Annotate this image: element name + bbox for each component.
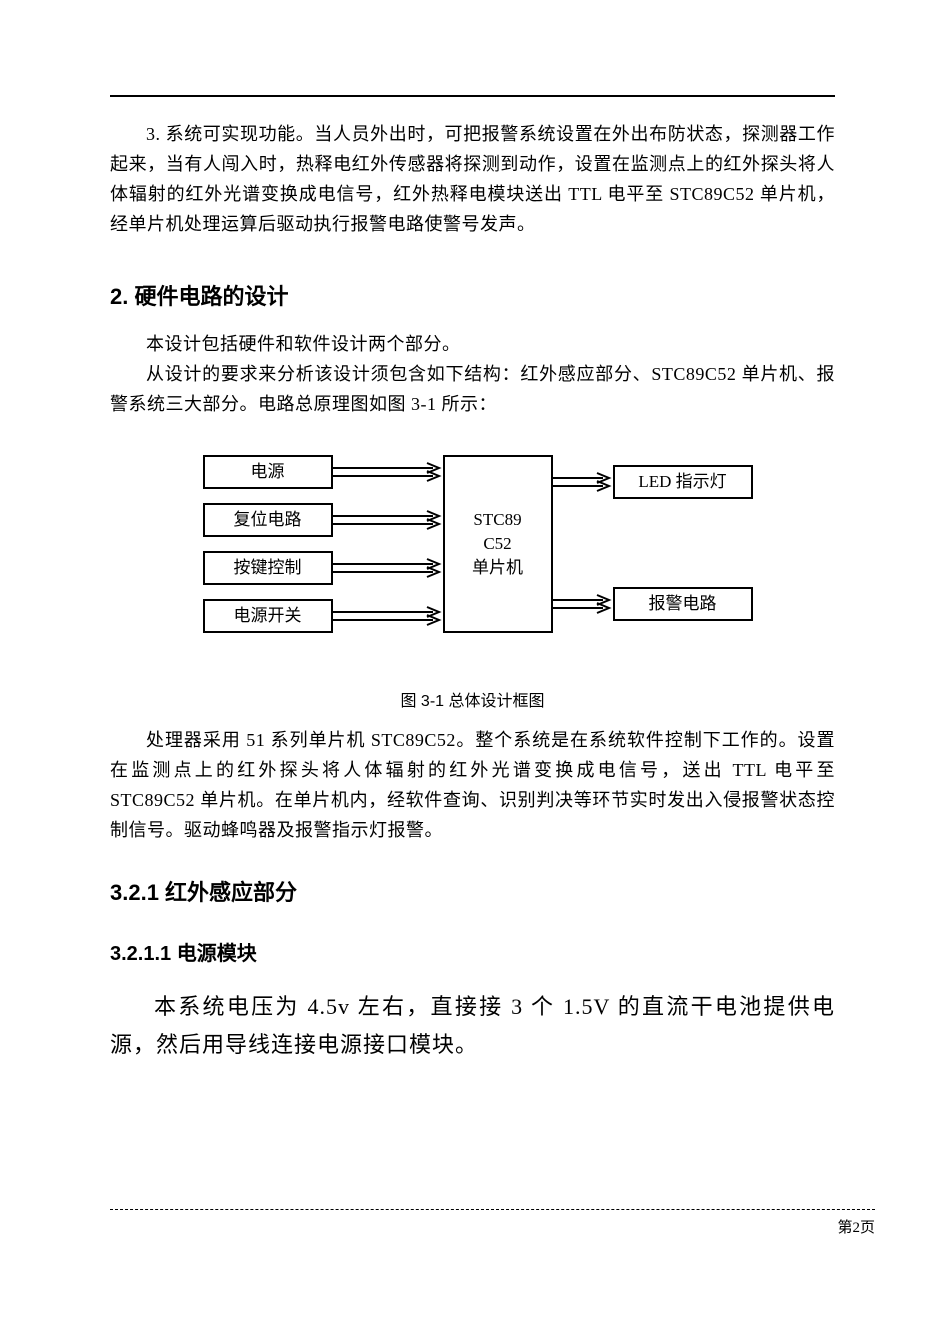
heading-power-module: 3.2.1.1 电源模块	[110, 937, 835, 966]
paragraph-design-intro: 本设计包括硬件和软件设计两个部分。	[110, 329, 835, 359]
paragraph-processor: 处理器采用 51 系列单片机 STC89C52。整个系统是在系统软件控制下工作的…	[110, 725, 835, 845]
heading-infrared-section: 3.2.1 红外感应部分	[110, 875, 835, 907]
footer-dashed-rule	[110, 1209, 875, 1210]
page-number: 第2页	[110, 1216, 875, 1237]
block-diagram: 电源 复位电路 按键控制 电源开关 STC89 C52 单片机 LED 指示灯 …	[193, 449, 753, 669]
document-page: 3. 系统可实现功能。当人员外出时，可把报警系统设置在外出布防状态，探测器工作起…	[0, 0, 945, 1337]
figure-caption: 图 3-1 总体设计框图	[110, 687, 835, 711]
diagram-arrows	[193, 449, 753, 669]
paragraph-design-structure: 从设计的要求来分析该设计须包含如下结构：红外感应部分、STC89C52 单片机、…	[110, 359, 835, 419]
block-diagram-container: 电源 复位电路 按键控制 电源开关 STC89 C52 单片机 LED 指示灯 …	[110, 449, 835, 669]
top-horizontal-rule	[110, 95, 835, 97]
paragraph-system-function: 3. 系统可实现功能。当人员外出时，可把报警系统设置在外出布防状态，探测器工作起…	[110, 119, 835, 239]
heading-hardware-design: 2. 硬件电路的设计	[110, 279, 835, 311]
paragraph-power-module: 本系统电压为 4.5v 左右，直接接 3 个 1.5V 的直流干电池提供电源，然…	[110, 988, 835, 1064]
page-footer: 第2页	[110, 1209, 875, 1237]
